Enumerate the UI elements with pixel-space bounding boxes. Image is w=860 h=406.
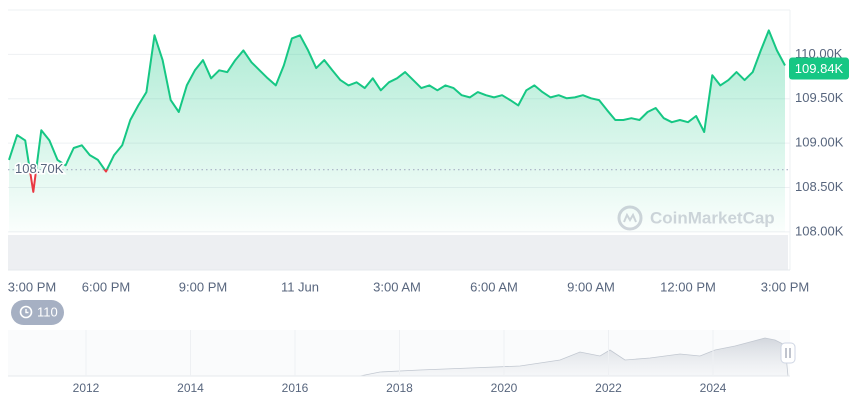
x-tick-label: 9:00 PM: [179, 279, 227, 294]
navigator: 2012 2014 2016 2018 2020 2022 2024: [8, 330, 796, 395]
x-tick-label: 6:00 AM: [470, 279, 518, 294]
navigator-year: 2020: [491, 381, 518, 395]
price-area: [9, 30, 785, 233]
navigator-year: 2022: [595, 381, 622, 395]
y-tick-label: 108.50K: [795, 179, 844, 194]
x-tick-label: 11 Jun: [281, 279, 319, 294]
navigator-handle[interactable]: [780, 342, 796, 364]
y-tick-label: 108.00K: [795, 223, 844, 238]
navigator-year: 2018: [386, 381, 413, 395]
watermark: CoinMarketCap: [617, 205, 775, 231]
current-price-badge: [789, 57, 849, 80]
history-count[interactable]: 110: [37, 304, 58, 319]
y-tick-label: 109.00K: [795, 135, 844, 150]
history-button[interactable]: 110: [11, 300, 64, 325]
watermark-text: CoinMarketCap: [650, 208, 775, 227]
navigator-year: 2014: [177, 381, 204, 395]
baseline-label: 108.70K: [15, 161, 64, 176]
x-tick-label: 9:00 AM: [567, 279, 615, 294]
y-tick-label: 110.00K: [795, 46, 843, 61]
navigator-year: 2012: [73, 381, 100, 395]
x-tick-label: 6:00 PM: [82, 279, 130, 294]
x-tick-label: 12:00 PM: [660, 279, 716, 294]
y-tick-label: 109.50K: [795, 90, 844, 105]
x-tick-label: 3:00 PM: [761, 279, 809, 294]
navigator-year: 2024: [700, 381, 727, 395]
x-tick-label: 3:00 PM: [8, 279, 56, 294]
x-tick-label: 3:00 AM: [373, 279, 421, 294]
volume-bars: [8, 235, 788, 270]
navigator-area: [8, 337, 789, 377]
current-price-label: 109.84K: [795, 61, 844, 76]
navigator-year: 2016: [282, 381, 309, 395]
price-line: [8, 29, 786, 193]
